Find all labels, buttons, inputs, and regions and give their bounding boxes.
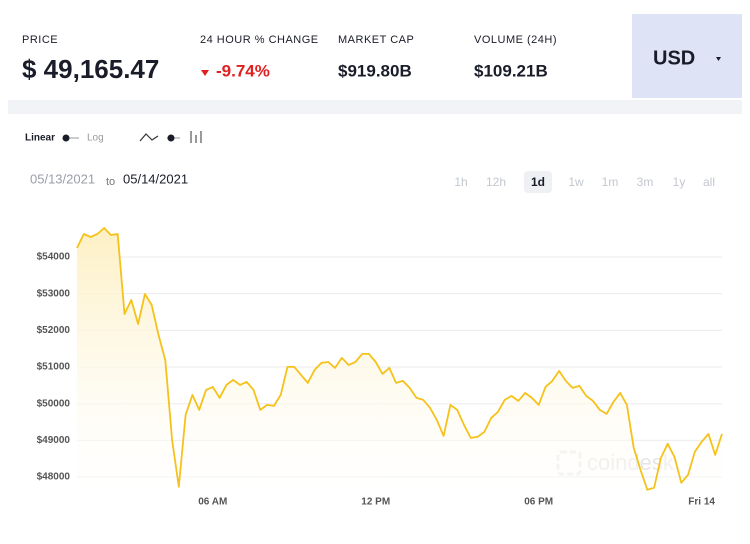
currency[interactable]: USD bbox=[653, 47, 695, 69]
separator bbox=[8, 100, 742, 114]
x-tick-label: 06 PM bbox=[524, 497, 553, 508]
volume-label: VOLUME (24H) bbox=[474, 34, 557, 46]
market-cap: $919.80B bbox=[338, 61, 412, 80]
y-tick-label: $52000 bbox=[37, 325, 71, 336]
range-button[interactable]: 3m bbox=[637, 175, 654, 189]
range-button[interactable]: all bbox=[703, 175, 715, 189]
y-tick-label: $48000 bbox=[37, 472, 71, 483]
log-option[interactable]: Log bbox=[87, 133, 104, 144]
y-tick-label: $49000 bbox=[37, 435, 71, 446]
volume: $109.21B bbox=[474, 61, 548, 80]
down-arrow bbox=[201, 70, 209, 76]
range-button[interactable]: 1h bbox=[454, 175, 467, 189]
x-tick-label: Fri 14 bbox=[688, 497, 715, 508]
change: -9.74% bbox=[216, 61, 270, 80]
scale-toggle-knob[interactable] bbox=[62, 134, 70, 142]
y-tick-label: $54000 bbox=[37, 252, 71, 263]
price-label: PRICE bbox=[22, 34, 58, 46]
date-to[interactable]: 05/14/2021 bbox=[123, 171, 188, 186]
y-tick-label: $50000 bbox=[37, 398, 71, 409]
bar-icon[interactable] bbox=[190, 131, 202, 143]
range-button[interactable]: 12h bbox=[486, 175, 506, 189]
linear-option[interactable]: Linear bbox=[25, 133, 55, 144]
range-button[interactable]: 1m bbox=[602, 175, 619, 189]
market-cap-label: MARKET CAP bbox=[338, 34, 414, 46]
date-to-word: to bbox=[106, 176, 115, 188]
x-tick-label: 12 PM bbox=[361, 497, 390, 508]
y-tick-label: $53000 bbox=[37, 288, 71, 299]
price: $ 49,165.47 bbox=[22, 54, 159, 84]
type-toggle-knob[interactable] bbox=[167, 134, 175, 142]
range-button[interactable]: 1y bbox=[673, 175, 686, 189]
area-fill bbox=[77, 228, 722, 492]
range-active-bg[interactable] bbox=[524, 171, 552, 193]
currency-button[interactable] bbox=[632, 14, 742, 98]
y-tick-label: $51000 bbox=[37, 362, 71, 373]
line-icon[interactable] bbox=[139, 133, 159, 142]
date-from[interactable]: 05/13/2021 bbox=[30, 171, 95, 186]
x-tick-label: 06 AM bbox=[198, 497, 227, 508]
range-button[interactable]: 1w bbox=[568, 175, 584, 189]
range-button[interactable]: 1d bbox=[531, 175, 545, 189]
price-line bbox=[76, 227, 723, 491]
change-label: 24 HOUR % CHANGE bbox=[200, 34, 319, 46]
caret bbox=[716, 57, 721, 61]
